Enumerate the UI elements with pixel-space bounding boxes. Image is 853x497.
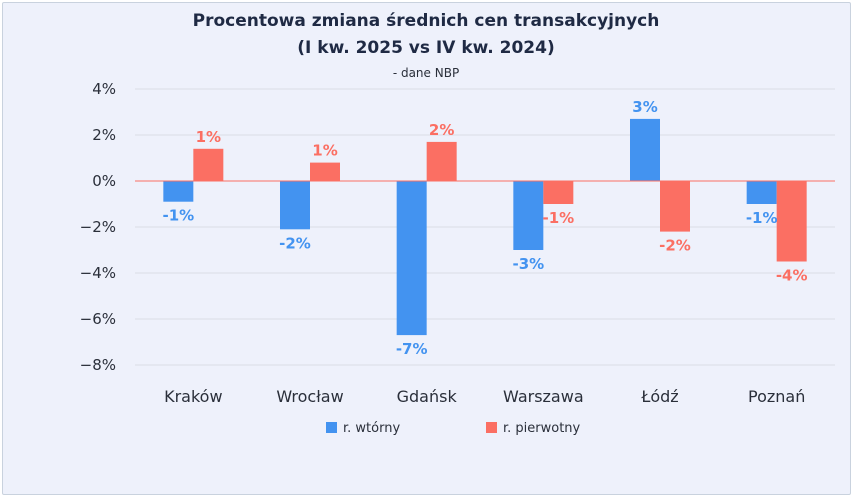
data-label: -1% <box>542 209 574 227</box>
chart-title-line-1: Procentowa zmiana średnich cen transakcy… <box>193 11 660 31</box>
data-label: -1% <box>746 209 778 227</box>
data-label: -2% <box>659 237 691 255</box>
data-label: 1% <box>196 128 221 146</box>
y-tick-label: −4% <box>80 264 116 282</box>
y-tick-label: −6% <box>80 310 116 328</box>
data-label: -3% <box>512 255 544 273</box>
data-label: 1% <box>312 142 337 160</box>
x-tick-label: Wrocław <box>276 387 343 406</box>
bar-secondary <box>746 181 777 204</box>
bars-layer <box>135 118 835 336</box>
data-label: 2% <box>429 121 454 139</box>
legend-swatch <box>326 422 337 433</box>
bar-secondary <box>163 181 194 202</box>
legend-label: r. pierwotny <box>503 421 581 436</box>
legend-label: r. wtórny <box>343 421 400 436</box>
bar-primary <box>776 181 807 262</box>
bar-primary <box>543 181 574 204</box>
labels-layer: -1% 1% Kraków -2% 1% Wrocław -7% 2% Gdańsk -3% -1%… <box>162 98 807 406</box>
x-tick-label: Poznań <box>748 387 805 406</box>
bar-primary <box>193 148 224 181</box>
bar-secondary <box>396 181 427 336</box>
grid-layer: 4% 2% 0% −2% −4% −6% −8% <box>80 80 835 374</box>
y-tick-label: 2% <box>92 126 116 144</box>
bar-secondary <box>513 181 544 250</box>
data-label: -1% <box>162 207 194 225</box>
x-tick-label: Gdańsk <box>397 387 458 406</box>
y-tick-label: 4% <box>92 80 116 98</box>
chart-title-line-2: (I kw. 2025 vs IV kw. 2024) <box>297 38 554 58</box>
data-label: 3% <box>632 98 657 116</box>
data-label: -4% <box>776 267 808 285</box>
data-label: -7% <box>396 340 428 358</box>
bar-secondary <box>280 181 310 230</box>
data-label: -2% <box>279 234 311 252</box>
bar-secondary <box>630 118 660 181</box>
x-tick-label: Kraków <box>164 387 222 406</box>
bar-primary <box>660 181 690 232</box>
y-tick-label: 0% <box>92 172 116 190</box>
x-tick-label: Warszawa <box>503 387 584 406</box>
bar-primary <box>310 162 340 181</box>
chart-subtitle: - dane NBP <box>393 66 459 80</box>
legend: r. wtórny r. pierwotny <box>326 421 581 436</box>
bar-primary <box>426 141 457 181</box>
x-tick-label: Łódź <box>640 387 678 406</box>
legend-swatch <box>486 422 497 433</box>
y-tick-label: −8% <box>80 356 116 374</box>
y-tick-label: −2% <box>80 218 116 236</box>
